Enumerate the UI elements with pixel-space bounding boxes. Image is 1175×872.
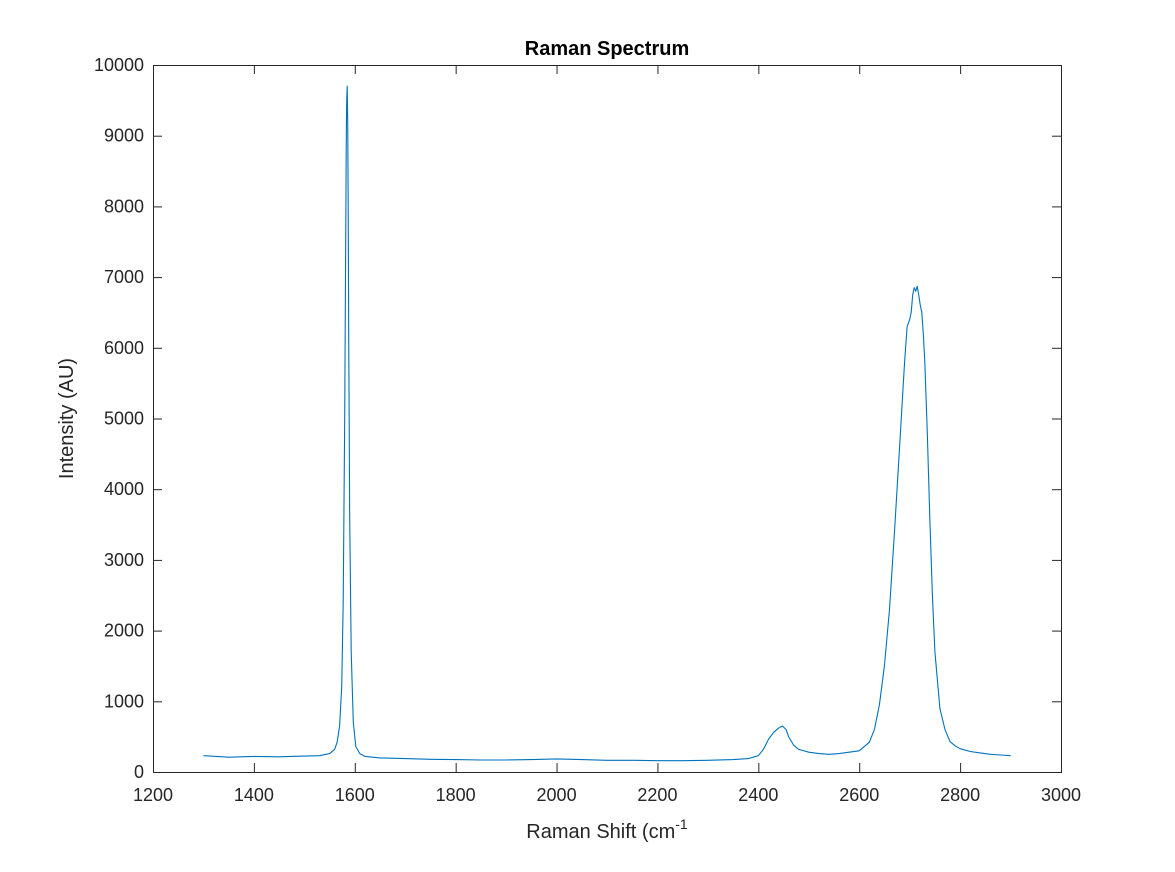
tick-layer: 1200 1400 1600 1800 2000 2200 2400 2600 2800 3000…: [94, 55, 1081, 805]
x-tick-label: 1200: [133, 785, 173, 805]
x-tick-label: 3000: [1041, 785, 1081, 805]
x-tick-label: 1600: [335, 785, 375, 805]
x-tick-label: 2800: [940, 785, 980, 805]
x-axis-label: Raman Shift (cm-1: [526, 816, 688, 843]
series-layer: [203, 85, 1011, 762]
y-tick-label: 3000: [104, 550, 144, 570]
y-tick-label: 4000: [104, 479, 144, 499]
x-axis-label-superscript: -1: [675, 816, 688, 832]
y-tick-label: 1000: [104, 691, 144, 711]
y-tick-label: 9000: [104, 126, 144, 146]
x-tick-label: 2600: [839, 785, 879, 805]
spectrum-line-series-0: [203, 85, 1011, 762]
x-tick-label: 2200: [637, 785, 677, 805]
axes-box: [153, 65, 1062, 773]
x-tick-label: 2400: [738, 785, 778, 805]
x-tick-label: 2000: [537, 785, 577, 805]
chart-title: Raman Spectrum: [525, 38, 690, 60]
y-tick-label: 6000: [104, 338, 144, 358]
y-axis-label: Intensity (AU): [56, 358, 78, 479]
y-tick-label: 7000: [104, 267, 144, 287]
y-tick-label: 8000: [104, 196, 144, 216]
y-tick-label: 0: [134, 762, 144, 782]
y-tick-label: 10000: [94, 55, 144, 75]
y-tick-label: 2000: [104, 621, 144, 641]
plot-area: [153, 65, 1061, 772]
x-tick-label: 1400: [234, 785, 274, 805]
x-tick-label: 1800: [436, 785, 476, 805]
x-axis-label-main: Raman Shift (cm: [526, 821, 675, 843]
y-tick-label: 5000: [104, 409, 144, 429]
